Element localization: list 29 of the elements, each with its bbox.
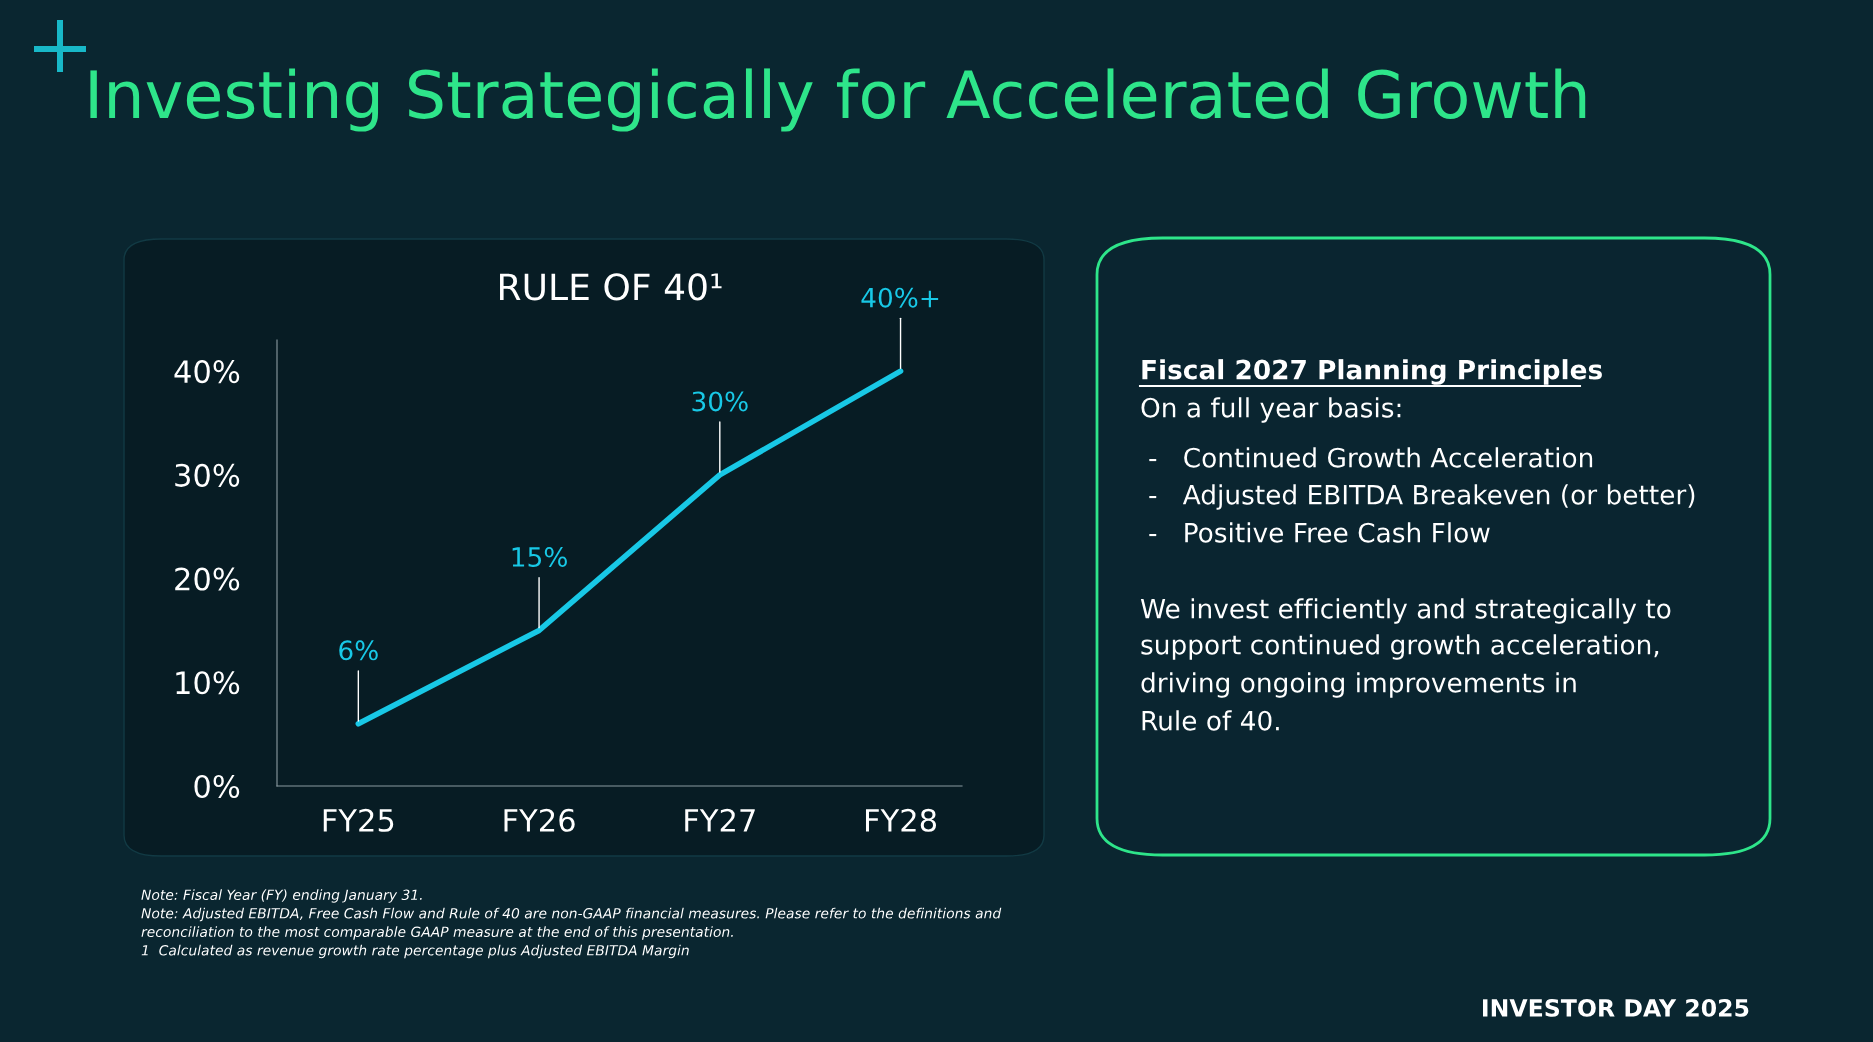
y-tick-label: 40% [174,360,240,384]
y-tick-label: 30% [175,463,240,487]
data-label: 40%+ [861,287,939,308]
text: INVESTOR DAY 2025 [1483,998,1749,1017]
x-tick-label: FY28 [865,808,937,832]
data-label: 6% [339,640,378,661]
text: 1 Calculated as revenue growth rate percentage plus Adjusted EBITDA Margin [141,944,689,959]
text: We invest efficiently and strategically to [1140,598,1671,624]
x-tick-label: FY27 [685,808,755,832]
data-label: 30% [692,391,748,412]
text: - Adjusted EBITDA Breakeven (or better) [1149,484,1695,510]
data-label: 15% [512,547,567,567]
text: Fiscal 2027 Planning Principles [1142,359,1602,385]
y-tick-label: 20% [175,567,240,591]
text: Note: Fiscal Year (FY) ending January 31. [141,889,422,903]
y-tick-label: 10% [176,671,240,695]
text: On a full year basis: [1141,397,1401,423]
text: Rule of 40. [1142,710,1279,731]
x-tick-label: FY25 [323,808,394,832]
text: support continued growth acceleration, [1141,634,1659,660]
y-tick-label: 0% [194,774,240,799]
text: reconciliation to the most comparable GAAP measure at the end of this presentation. [141,926,733,940]
text: - Continued Growth Acceleration [1149,447,1593,468]
text: - Positive Free Cash Flow [1149,522,1490,543]
chart-title: Investing Strategically for Accelerated Growth [90,68,1586,132]
text: driving ongoing improvements in [1141,672,1576,698]
x-tick-label: FY26 [504,808,575,832]
text: Note: Adjusted EBITDA, Free Cash Flow and Rule of 40 are non-GAAP financial measures. Please refer to the definitions and [141,907,1002,922]
chart-subtitle: RULE OF 40¹ [500,273,722,301]
